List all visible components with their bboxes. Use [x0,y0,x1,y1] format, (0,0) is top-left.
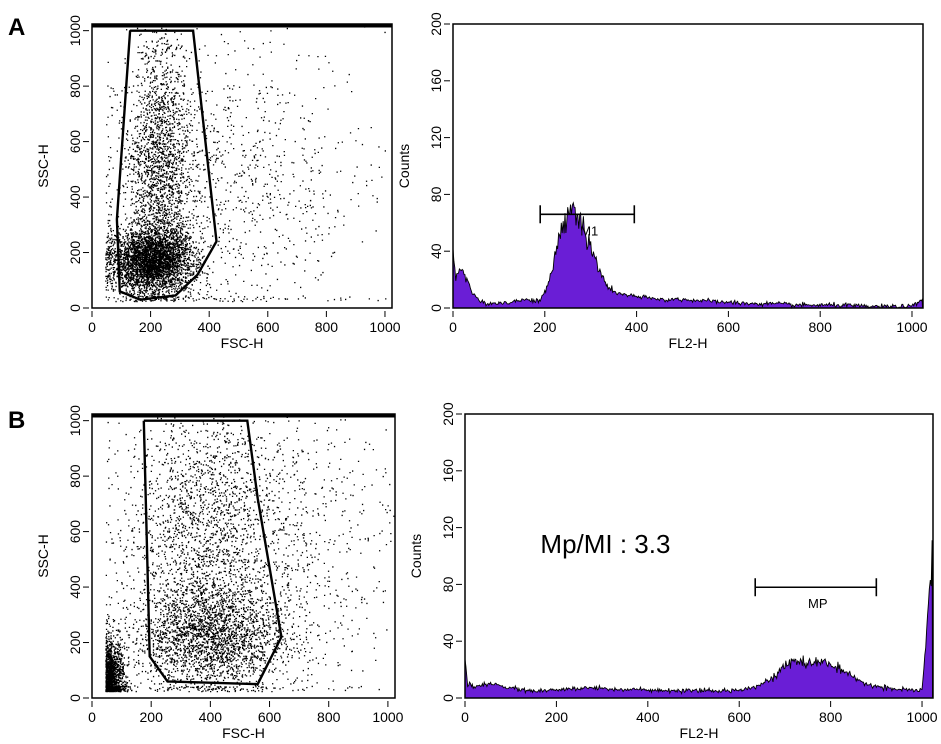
x-tick-label: 200 [545,709,569,725]
histogram-b: MP Mp/MI : 3.3 0 200 400 600 800 1000 0 40 80 120 16… [408,402,938,741]
y-tick-label: 0 [67,304,83,312]
x-tick-label: 0 [88,319,96,335]
y-tick-label: 200 [67,631,83,655]
x-tick-label: 200 [139,319,163,335]
x-tick-label: 400 [198,319,222,335]
x-tick-label: 800 [317,709,341,725]
y-axis-label: SSC-H [35,534,51,578]
y-tick-label: 800 [67,74,83,98]
plot-frame [464,413,934,699]
x-tick-label: 400 [625,319,649,335]
x-tick-label: 0 [88,709,96,725]
x-tick-label: 600 [256,319,280,335]
panel-label-a: A [8,14,25,41]
x-tick-label: 200 [140,709,164,725]
y-tick-label: 120 [428,126,444,150]
plot-frame [91,413,396,699]
y-axis-label: Counts [408,534,424,578]
scatter-plot-a: 0 200 400 600 800 1000 0 200 400 600 800 1000 FSC-H S… [35,15,401,351]
y-tick-label: 400 [67,185,83,209]
gate-polygon [115,29,218,301]
x-tick-label: 800 [809,319,833,335]
x-tick-label: 800 [819,709,843,725]
x-axis-label: FSC-H [221,335,264,351]
y-tick-label: 80 [440,576,456,592]
x-tick-label: 200 [533,319,557,335]
y-tick-label: 600 [67,520,83,544]
histogram-a: M1 0 200 400 600 800 1000 0 40 80 120 160 200 FL2-H Co… [396,12,928,351]
scatter-points [105,25,387,303]
x-tick-label: 600 [728,709,752,725]
plot-frame [452,23,924,309]
y-tick-label: 0 [440,694,456,702]
marker-label: MP [808,596,828,611]
x-tick-label: 0 [461,709,469,725]
y-tick-label: 1000 [67,15,83,46]
x-tick-label: 600 [258,709,282,725]
y-tick-label: 0 [67,694,83,702]
x-tick-label: 400 [199,709,223,725]
x-tick-label: 1000 [372,709,403,725]
x-axis-label: FSC-H [222,725,265,741]
x-tick-label: 600 [717,319,741,335]
marker-label: M1 [580,223,598,238]
y-tick-label: 400 [67,575,83,599]
scatter-points [105,415,395,693]
gate-polygon [142,419,283,686]
plot-frame [91,23,393,309]
ratio-annotation: Mp/MI : 3.3 [540,529,670,559]
x-axis-label: FL2-H [669,335,708,351]
x-tick-label: 1000 [906,709,937,725]
y-tick-label: 600 [67,130,83,154]
y-tick-label: 0 [428,304,444,312]
x-tick-label: 0 [449,319,457,335]
y-tick-label: 800 [67,464,83,488]
y-tick-label: 120 [440,516,456,540]
x-tick-label: 400 [636,709,660,725]
y-tick-label: 200 [67,241,83,265]
y-tick-label: 160 [428,69,444,93]
y-tick-label: 160 [440,459,456,483]
y-tick-label: 40 [440,633,456,649]
x-tick-label: 1000 [369,319,400,335]
y-axis-label: Counts [396,144,412,188]
y-tick-label: 1000 [67,405,83,436]
y-tick-label: 200 [428,12,444,36]
y-tick-label: 40 [428,243,444,259]
histogram-area [464,540,933,699]
y-tick-label: 80 [428,186,444,202]
scatter-plot-b: 0 200 400 600 800 1000 0 200 400 600 800 1000 FSC-H S… [35,405,404,741]
x-tick-label: 800 [315,319,339,335]
y-axis-label: SSC-H [35,144,51,188]
x-axis-label: FL2-H [680,725,719,741]
y-tick-label: 200 [440,402,456,426]
x-tick-label: 1000 [896,319,927,335]
panel-label-b: B [8,407,25,434]
histogram-area [452,201,923,310]
